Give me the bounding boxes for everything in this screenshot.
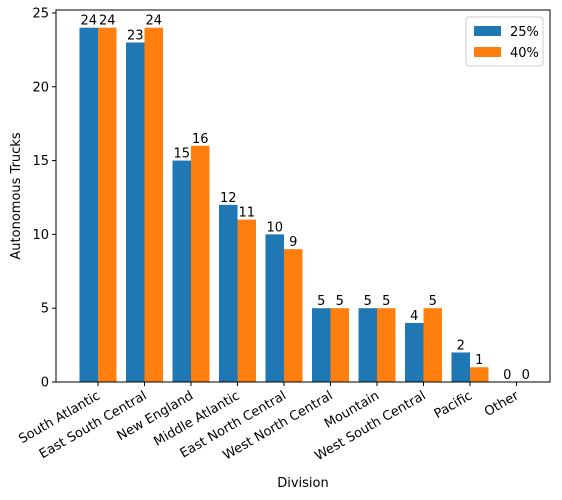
bar-series2-4 bbox=[284, 249, 303, 382]
bar-series1-0 bbox=[79, 27, 98, 382]
bar-series1-7 bbox=[405, 322, 424, 382]
y-tick-label: 15 bbox=[32, 154, 49, 169]
bar-series2-5 bbox=[330, 308, 349, 382]
data-label: 5 bbox=[317, 294, 325, 309]
y-tick-label: 10 bbox=[32, 228, 49, 243]
legend-swatch bbox=[474, 47, 501, 57]
data-label: 23 bbox=[127, 28, 144, 43]
bar-series2-6 bbox=[377, 308, 396, 382]
data-label: 24 bbox=[99, 14, 116, 29]
x-tick-label: Pacific bbox=[432, 388, 475, 422]
data-label: 5 bbox=[429, 294, 437, 309]
data-label: 5 bbox=[364, 294, 372, 309]
bar-series2-0 bbox=[98, 27, 117, 382]
legend-label: 25% bbox=[510, 25, 539, 40]
bar-series2-2 bbox=[191, 145, 210, 382]
data-label: 4 bbox=[410, 309, 418, 324]
legend: 25%40% bbox=[465, 16, 544, 67]
data-label: 0 bbox=[503, 368, 511, 383]
y-tick-label: 25 bbox=[32, 6, 49, 21]
data-label: 24 bbox=[80, 14, 97, 29]
y-axis-label: Autonomous Trucks bbox=[9, 132, 24, 259]
data-label: 16 bbox=[192, 132, 209, 147]
bar-series1-8 bbox=[451, 352, 470, 382]
bar-series2-3 bbox=[237, 219, 256, 382]
bar-series1-3 bbox=[219, 204, 238, 382]
x-axis-label: Division bbox=[277, 476, 329, 491]
data-label: 11 bbox=[238, 206, 255, 221]
data-label: 5 bbox=[382, 294, 390, 309]
y-tick-label: 5 bbox=[41, 302, 49, 317]
data-label: 0 bbox=[522, 368, 530, 383]
y-tick-label: 0 bbox=[41, 376, 49, 391]
data-label: 15 bbox=[173, 147, 190, 162]
bar-series2-1 bbox=[144, 27, 163, 382]
axes-layer bbox=[55, 9, 551, 383]
bar-series1-6 bbox=[358, 308, 377, 382]
bar-series2-7 bbox=[423, 308, 442, 382]
bar-series1-2 bbox=[172, 160, 191, 382]
data-label: 10 bbox=[266, 220, 283, 235]
data-label: 9 bbox=[289, 235, 297, 250]
bar-series1-5 bbox=[312, 308, 331, 382]
legend-label: 40% bbox=[510, 46, 539, 61]
bars-layer bbox=[79, 27, 489, 382]
data-label: 5 bbox=[336, 294, 344, 309]
bar-series2-8 bbox=[470, 367, 489, 382]
legend-swatch bbox=[474, 26, 501, 36]
bar-series1-4 bbox=[265, 234, 284, 382]
data-label: 1 bbox=[475, 353, 483, 368]
y-tick-label: 20 bbox=[32, 80, 49, 95]
data-label: 24 bbox=[145, 14, 162, 29]
data-label: 12 bbox=[220, 191, 237, 206]
plot-frame bbox=[55, 9, 551, 383]
x-tick-label: Other bbox=[482, 388, 522, 420]
bar-series1-1 bbox=[126, 42, 145, 382]
data-label: 2 bbox=[457, 338, 465, 353]
